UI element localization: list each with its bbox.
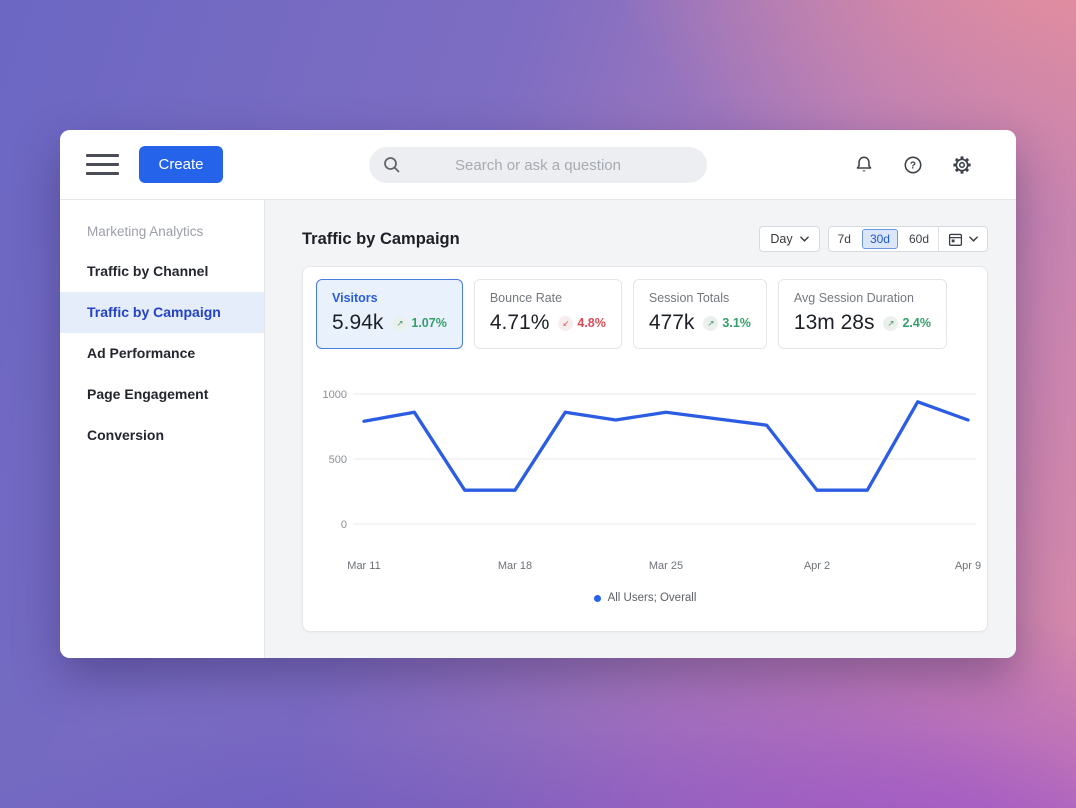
metric-label: Visitors bbox=[332, 291, 378, 305]
metric-value: 5.94k bbox=[332, 311, 384, 334]
range-button-30d[interactable]: 30d bbox=[861, 229, 898, 249]
sidebar-section-label: Marketing Analytics bbox=[87, 224, 204, 239]
metric-trend-badge: ↗ 2.4% bbox=[883, 315, 931, 331]
line-chart: 0 500 1000 Mar 11 Mar 18 Mar 25 Apr 2 Apr 9 bbox=[316, 372, 982, 577]
trend-up-arrow-icon: ↗ bbox=[883, 315, 899, 331]
topbar-actions: ? bbox=[852, 153, 974, 177]
sidebar-item-page-engagement[interactable]: Page Engagement bbox=[87, 386, 209, 402]
svg-text:?: ? bbox=[910, 160, 916, 171]
main-panel: Traffic by Campaign Day 7d 30d 60d Visitor… bbox=[265, 200, 1016, 658]
search-bar[interactable] bbox=[369, 147, 707, 183]
legend-marker bbox=[593, 594, 601, 602]
help-button[interactable]: ? bbox=[901, 153, 925, 177]
top-bar: Create ? bbox=[60, 130, 1016, 200]
chart-legend: All Users; Overall bbox=[316, 592, 974, 604]
range-button-60d[interactable]: 60d bbox=[900, 227, 938, 251]
divider bbox=[938, 227, 939, 251]
sidebar-item-ad-performance[interactable]: Ad Performance bbox=[87, 345, 196, 361]
main-header: Traffic by Campaign Day 7d 30d 60d bbox=[302, 226, 988, 252]
metric-card-bounce-rate[interactable]: Bounce Rate 4.71% ↙ 4.8% bbox=[473, 279, 622, 349]
bell-icon bbox=[856, 156, 872, 172]
help-icon: ? bbox=[904, 156, 922, 173]
sidebar-item-traffic-by-channel[interactable]: Traffic by Channel bbox=[87, 263, 209, 279]
metric-card-avg-session-duration[interactable]: Avg Session Duration 13m 28s ↗ 2.4% bbox=[777, 279, 947, 349]
metric-label: Bounce Rate bbox=[489, 291, 563, 305]
chevron-down-icon bbox=[969, 236, 978, 242]
chart-card: Visitors 5.94k ↗ 1.07% Bounce Rate 4.71% ↙ 4.8%… bbox=[302, 266, 988, 632]
granularity-select[interactable]: Day bbox=[759, 226, 820, 252]
settings-button[interactable] bbox=[950, 153, 974, 177]
sidebar-item-traffic-by-campaign[interactable]: Traffic by Campaign bbox=[60, 292, 264, 333]
chevron-down-icon bbox=[799, 236, 809, 242]
y-axis-tick: 1000 bbox=[323, 389, 347, 401]
search-input[interactable] bbox=[369, 147, 707, 183]
trend-up-arrow-icon: ↗ bbox=[392, 315, 408, 331]
legend-label: All Users; Overall bbox=[607, 592, 697, 604]
range-selector: 7d 30d 60d bbox=[827, 226, 988, 252]
metric-change: 2.4% bbox=[902, 316, 931, 330]
metric-change: 3.1% bbox=[722, 316, 751, 330]
x-axis-tick: Apr 2 bbox=[804, 560, 830, 572]
metric-value: 13m 28s bbox=[793, 311, 875, 334]
page-title: Traffic by Campaign bbox=[302, 229, 460, 248]
y-axis-tick: 500 bbox=[329, 454, 347, 466]
calendar-picker-button[interactable] bbox=[939, 227, 987, 251]
x-axis-tick: Apr 9 bbox=[955, 560, 981, 572]
metric-cards: Visitors 5.94k ↗ 1.07% Bounce Rate 4.71% ↙ 4.8%… bbox=[316, 279, 974, 349]
metric-card-visitors[interactable]: Visitors 5.94k ↗ 1.07% bbox=[316, 279, 463, 349]
metric-change: 1.07% bbox=[411, 316, 447, 330]
menu-icon[interactable] bbox=[86, 154, 119, 175]
gear-icon bbox=[953, 155, 971, 174]
trend-down-arrow-icon: ↙ bbox=[558, 315, 574, 331]
metric-card-session-totals[interactable]: Session Totals 477k ↗ 3.1% bbox=[632, 279, 767, 349]
create-button[interactable]: Create bbox=[139, 146, 223, 183]
sidebar-nav: Traffic by Channel Traffic by Campaign Ad … bbox=[60, 251, 264, 456]
x-axis-tick: Mar 11 bbox=[347, 560, 380, 572]
sidebar-item-conversion[interactable]: Conversion bbox=[87, 427, 165, 443]
app-body: Marketing Analytics Traffic by Channel Tr… bbox=[60, 200, 1016, 658]
calendar-icon bbox=[948, 233, 963, 246]
x-axis-tick: Mar 18 bbox=[498, 560, 532, 572]
metric-label: Session Totals bbox=[648, 291, 730, 305]
y-axis-tick: 0 bbox=[341, 519, 347, 531]
metric-label: Avg Session Duration bbox=[793, 291, 914, 305]
notifications-button[interactable] bbox=[852, 153, 876, 177]
range-button-7d[interactable]: 7d bbox=[829, 227, 860, 251]
metric-value: 4.71% bbox=[489, 311, 550, 334]
metric-value: 477k bbox=[648, 311, 695, 334]
granularity-label: Day bbox=[770, 232, 793, 246]
time-controls: Day 7d 30d 60d bbox=[759, 226, 988, 252]
metric-trend-badge: ↙ 4.8% bbox=[558, 315, 606, 331]
series-line bbox=[362, 400, 970, 492]
sidebar: Marketing Analytics Traffic by Channel Tr… bbox=[60, 200, 265, 658]
trend-up-arrow-icon: ↗ bbox=[703, 315, 719, 331]
x-axis-tick: Mar 25 bbox=[649, 560, 683, 572]
search-icon bbox=[384, 157, 400, 173]
metric-trend-badge: ↗ 3.1% bbox=[703, 315, 751, 331]
metric-change: 4.8% bbox=[577, 316, 606, 330]
app-window: Create ? bbox=[60, 130, 1016, 658]
metric-trend-badge: ↗ 1.07% bbox=[392, 315, 447, 331]
